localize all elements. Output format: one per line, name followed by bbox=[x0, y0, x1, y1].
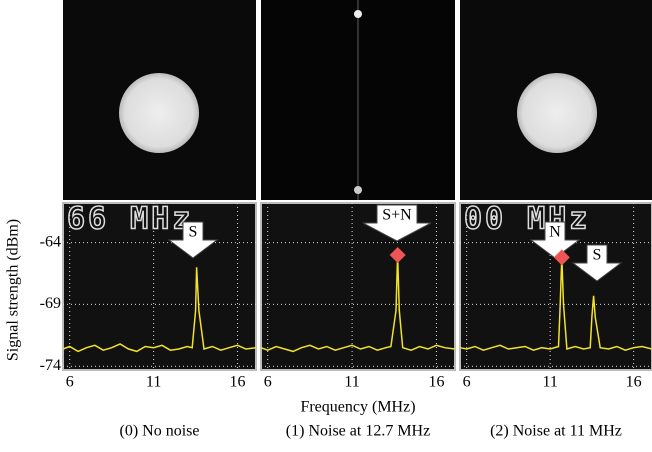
spectrum-line bbox=[459, 257, 652, 351]
arrow bbox=[571, 244, 623, 282]
arrow bbox=[362, 204, 432, 242]
x-tick-label: 11 bbox=[146, 374, 161, 391]
spot bbox=[354, 10, 362, 18]
overlay-text: 66 MHz bbox=[67, 202, 193, 237]
x-tick-label: 11 bbox=[542, 374, 557, 391]
arrow-label: N bbox=[549, 224, 561, 241]
arrow-label: S bbox=[189, 224, 198, 241]
x-tick-label: 16 bbox=[230, 374, 246, 391]
x-tick-label: 16 bbox=[428, 374, 444, 391]
caption: (0) No noise bbox=[120, 423, 200, 440]
noise-marker bbox=[553, 249, 570, 266]
y-tick-label: -69 bbox=[40, 295, 61, 312]
plot-area bbox=[62, 202, 257, 371]
x-tick-label: 11 bbox=[344, 374, 359, 391]
disk bbox=[119, 73, 199, 153]
spot bbox=[354, 186, 362, 194]
noise-marker bbox=[389, 246, 406, 263]
y-axis-label: Signal strength (dBm) bbox=[5, 219, 22, 361]
y-tick-label: -74 bbox=[40, 357, 61, 374]
disk bbox=[517, 73, 597, 153]
caption: (1) Noise at 12.7 MHz bbox=[286, 423, 430, 440]
x-axis-label: Frequency (MHz) bbox=[300, 399, 415, 416]
x-tick-label: 6 bbox=[66, 374, 74, 391]
arrow-label: S bbox=[593, 247, 602, 264]
spectrum-line bbox=[260, 254, 456, 353]
x-tick-label: 16 bbox=[626, 374, 642, 391]
overlay-text: 00 MHz bbox=[464, 202, 590, 237]
streak bbox=[357, 0, 359, 200]
arrow bbox=[167, 221, 219, 259]
x-tick-label: 6 bbox=[463, 374, 471, 391]
caption: (2) Noise at 11 MHz bbox=[490, 423, 622, 440]
spectrum-line bbox=[62, 267, 257, 353]
arrow-label: S+N bbox=[382, 207, 412, 224]
plot-area bbox=[260, 202, 456, 371]
x-tick-label: 6 bbox=[264, 374, 272, 391]
y-tick-label: -64 bbox=[40, 233, 61, 250]
arrow bbox=[529, 221, 581, 259]
